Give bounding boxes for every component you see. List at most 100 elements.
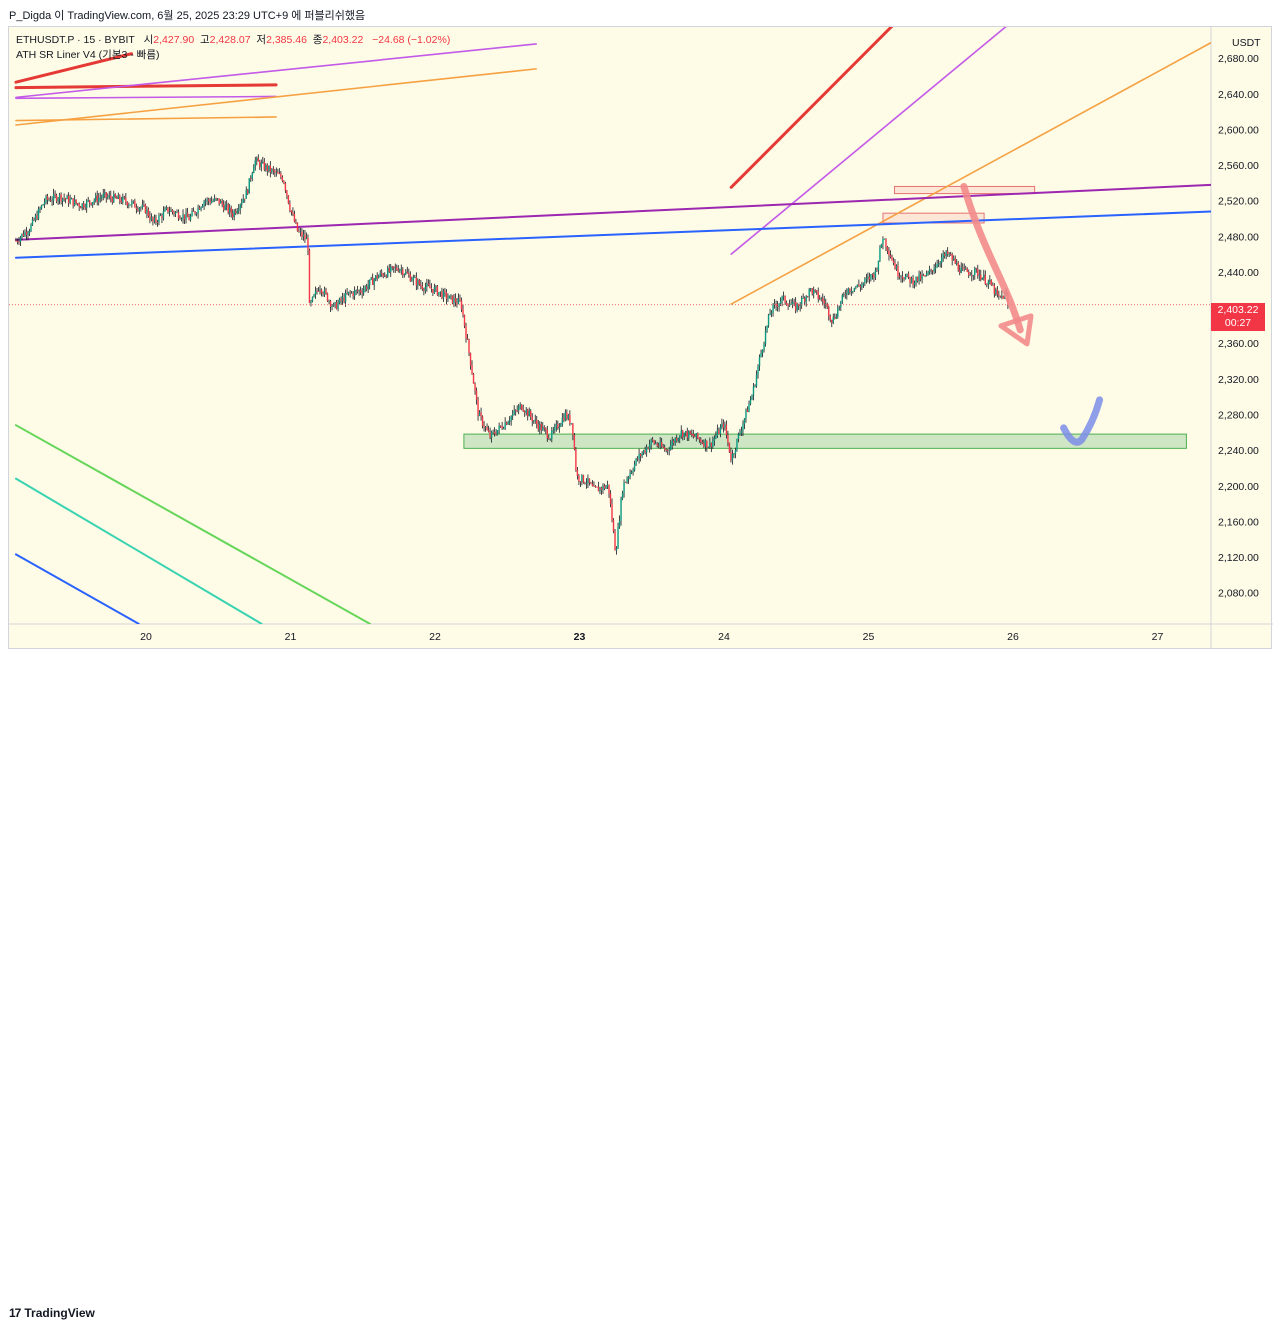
candle-body [725, 424, 728, 435]
violet-trend-line[interactable] [15, 43, 537, 99]
candle-body [716, 429, 719, 436]
indicator-label[interactable]: ATH SR Liner V4 (기본3 - 빠름) [16, 49, 160, 61]
teal-trend-line[interactable] [14, 477, 263, 624]
red-trend-line[interactable] [14, 52, 134, 84]
candle-body [543, 427, 545, 429]
candle-body [346, 292, 348, 294]
green-trend-line[interactable] [14, 424, 371, 624]
x-tick-label: 25 [863, 631, 875, 643]
candle-body [685, 431, 687, 433]
candle-body [752, 386, 755, 396]
violet-trend-line[interactable] [730, 27, 1013, 255]
candle-body [791, 301, 794, 305]
candle-body [394, 267, 396, 269]
candle-body [197, 207, 199, 214]
candle-body [271, 169, 273, 173]
candle-body [253, 166, 255, 174]
candle-body [614, 531, 616, 551]
orange-trend-line[interactable] [15, 116, 277, 122]
candle-body [853, 287, 856, 292]
violet-trend-line[interactable] [15, 95, 277, 100]
candle-body [153, 217, 156, 222]
candle-body [477, 399, 479, 416]
candle-body [1001, 295, 1003, 297]
y-tick-label: 2,240.00 [1218, 445, 1259, 457]
candle-body [662, 446, 664, 448]
tradingview-logo[interactable]: 17 TradingView [9, 1306, 95, 1320]
candle-body [514, 410, 517, 412]
orange-trend-line[interactable] [15, 68, 537, 126]
candle-body [99, 197, 101, 199]
candle-body [215, 198, 217, 200]
candle-body [287, 195, 290, 204]
candle-body [775, 303, 777, 306]
candle-body [412, 277, 415, 281]
candle-body [519, 404, 521, 407]
green-zone-rect[interactable] [463, 433, 1187, 449]
orange-trend-line[interactable] [730, 40, 1215, 305]
candle-body [749, 399, 752, 404]
red-trend-line[interactable] [729, 27, 897, 189]
legend-symbol[interactable]: ETHUSDT.P · 15 · BYBIT [16, 34, 135, 46]
candle-body [24, 231, 26, 237]
candle-body [635, 458, 637, 465]
candle-body [922, 275, 925, 276]
candle-body [767, 315, 770, 326]
candle-body [579, 481, 582, 483]
candle-body [540, 424, 542, 431]
candle-body [930, 269, 932, 271]
candle-body [545, 428, 547, 431]
pink-arrow-stroke[interactable] [960, 182, 1024, 334]
candle-body [224, 205, 226, 211]
candle-body [513, 410, 515, 415]
purple-trend-line[interactable] [14, 183, 1215, 241]
candle-body [924, 275, 926, 276]
candle-body [292, 212, 294, 215]
candle-body [989, 279, 991, 282]
candle-body [710, 442, 713, 447]
candle-body [837, 308, 839, 317]
blue-check-mark[interactable] [1060, 396, 1104, 446]
candle-body [308, 249, 311, 303]
candle-body [18, 241, 20, 243]
candle-body [396, 267, 398, 270]
legend-ohlc-row: ETHUSDT.P · 15 · BYBIT 시2,427.90 고2,428.… [16, 33, 450, 48]
candle-body [269, 165, 272, 173]
candle-body [406, 271, 409, 274]
chart-panel[interactable]: USDT 2,680.00 2,640.00 2,600.00 2,560.00 2,52… [8, 26, 1273, 650]
blue-trend-line[interactable] [14, 210, 1215, 259]
candle-body [367, 285, 369, 290]
candle-body [131, 201, 133, 205]
candle-body [624, 482, 627, 483]
candle-body [409, 274, 412, 282]
candle-body [587, 478, 589, 484]
candlestick-chart[interactable]: USDT 2,680.00 2,640.00 2,600.00 2,560.00 2,52… [9, 27, 1273, 650]
candle-body [769, 313, 771, 316]
y-tick-label: 2,640.00 [1218, 89, 1259, 101]
change-value: −24.68 (−1.02%) [372, 34, 451, 46]
plot-area[interactable] [9, 27, 1215, 624]
candle-body [49, 199, 52, 202]
candle-body [992, 284, 994, 286]
candle-body [800, 297, 803, 306]
candle-body [984, 274, 987, 285]
candle-body [585, 483, 588, 484]
red-trend-line[interactable] [14, 83, 278, 90]
candle-body [248, 178, 250, 194]
candle-body [517, 406, 520, 411]
candle-body [894, 262, 896, 269]
candle-body [370, 277, 372, 280]
candle-body [999, 295, 1002, 297]
blue-trend-line[interactable] [14, 553, 140, 624]
candle-body [85, 200, 88, 208]
candle-body [201, 205, 204, 208]
candle-body [138, 208, 141, 211]
candle-body [552, 430, 555, 432]
pink-arrow-head[interactable] [998, 313, 1034, 347]
currency-label[interactable]: USDT [1232, 37, 1261, 49]
candle-body [867, 276, 869, 279]
candle-body [486, 427, 488, 430]
y-tick-label: 2,360.00 [1218, 338, 1259, 350]
candle-body [161, 215, 163, 219]
candle-body [620, 498, 622, 521]
